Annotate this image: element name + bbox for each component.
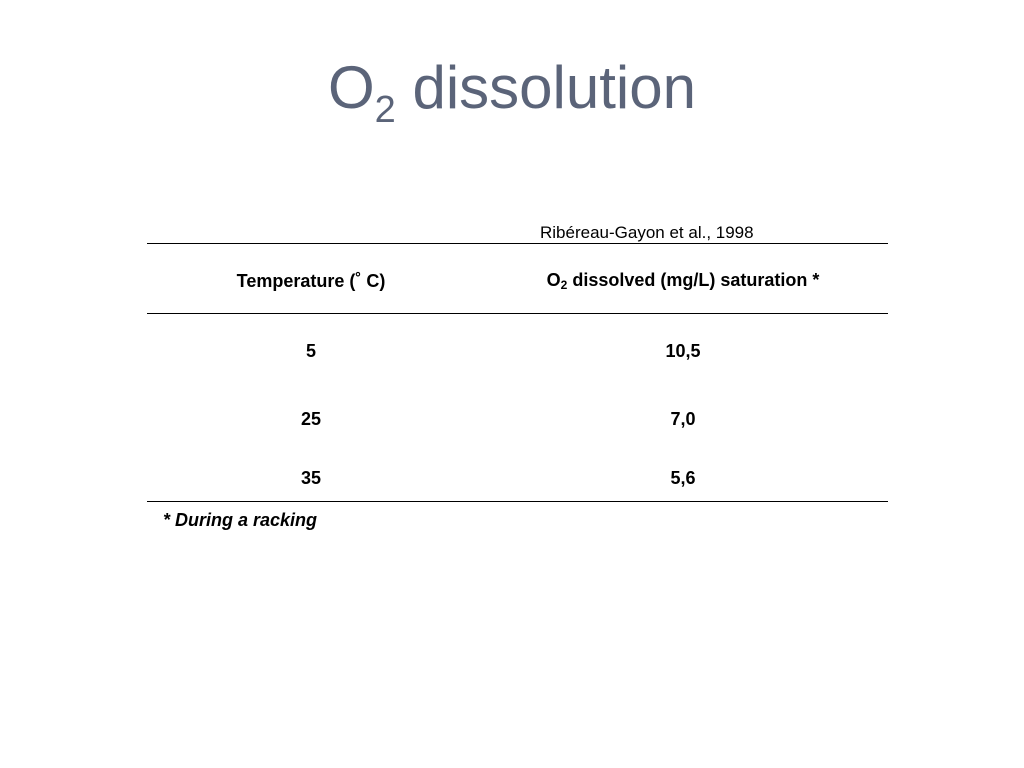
title-main: O <box>328 54 375 121</box>
table-rule <box>147 243 888 244</box>
table-cell: 7,0 <box>670 409 696 429</box>
header-main: O <box>546 270 561 290</box>
header-cell: Temperature (˚ C) <box>236 271 386 291</box>
table-cell: 10,5 <box>665 341 701 361</box>
header-subscript: 2 <box>560 278 568 292</box>
title-rest: dissolution <box>395 54 696 121</box>
table-rule <box>147 313 888 314</box>
footnote: * During a racking <box>163 510 318 530</box>
table-cell: 25 <box>300 409 322 429</box>
source: Ribéreau-Gayon et al., 1998 <box>540 223 754 242</box>
table-cell: 5,6 <box>670 468 696 488</box>
table-rule <box>147 501 888 502</box>
title-subscript: 2 <box>374 89 396 131</box>
table-cell: 5 <box>305 341 316 361</box>
header-cell: O2 dissolved (mg/L) saturation * <box>483 271 883 291</box>
header-rest: dissolved (mg/L) saturation * <box>567 270 820 290</box>
slide-title: O2 dissolution <box>0 58 1024 131</box>
table-cell: 35 <box>300 468 322 488</box>
